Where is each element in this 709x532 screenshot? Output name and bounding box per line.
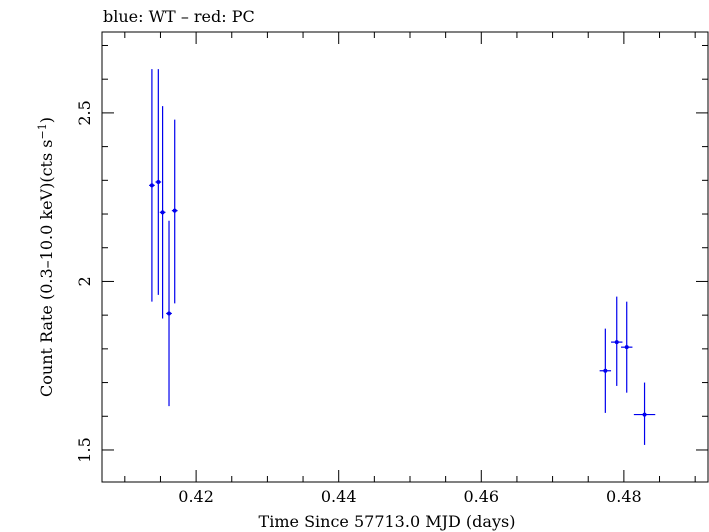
y-axis-ticks: 1.5 2 2.5 [75,44,708,463]
y-axis-label: Count Rate (0.3–10.0 keV)(cts s−1) [36,117,56,397]
point-marker [149,183,154,188]
point-marker [603,368,608,373]
y-axis-label-superscript: −1 [36,123,49,139]
x-axis-ticks: 0.42 0.44 0.46 0.48 [124,32,696,506]
data-point [611,296,623,386]
point-marker [624,345,629,350]
y-axis-label-close: ) [37,117,56,123]
x-tick-label: 0.44 [321,487,357,506]
data-point [159,106,166,319]
point-marker [160,210,165,215]
data-points [149,69,656,445]
plot-frame [101,31,709,483]
x-tick-label: 0.48 [606,487,642,506]
data-point [155,69,162,295]
y-axis-label-main: Count Rate (0.3–10.0 keV)(cts s [37,140,56,397]
x-tick-label: 0.42 [178,487,214,506]
chart-title: blue: WT – red: PC [103,7,255,26]
point-marker [167,311,172,316]
data-point [599,328,612,413]
point-marker [172,208,177,213]
x-axis-label: Time Since 57713.0 MJD (days) [259,512,516,531]
data-point [633,382,656,445]
point-marker [614,340,619,345]
y-tick-label: 2.5 [75,100,94,125]
y-tick-label: 2 [75,276,94,286]
point-marker [642,412,647,417]
data-point [621,301,633,393]
data-point [171,119,178,304]
data-point [149,69,155,302]
x-tick-label: 0.46 [463,487,499,506]
y-tick-label: 1.5 [75,437,94,462]
data-point [166,220,172,407]
point-marker [156,180,161,184]
